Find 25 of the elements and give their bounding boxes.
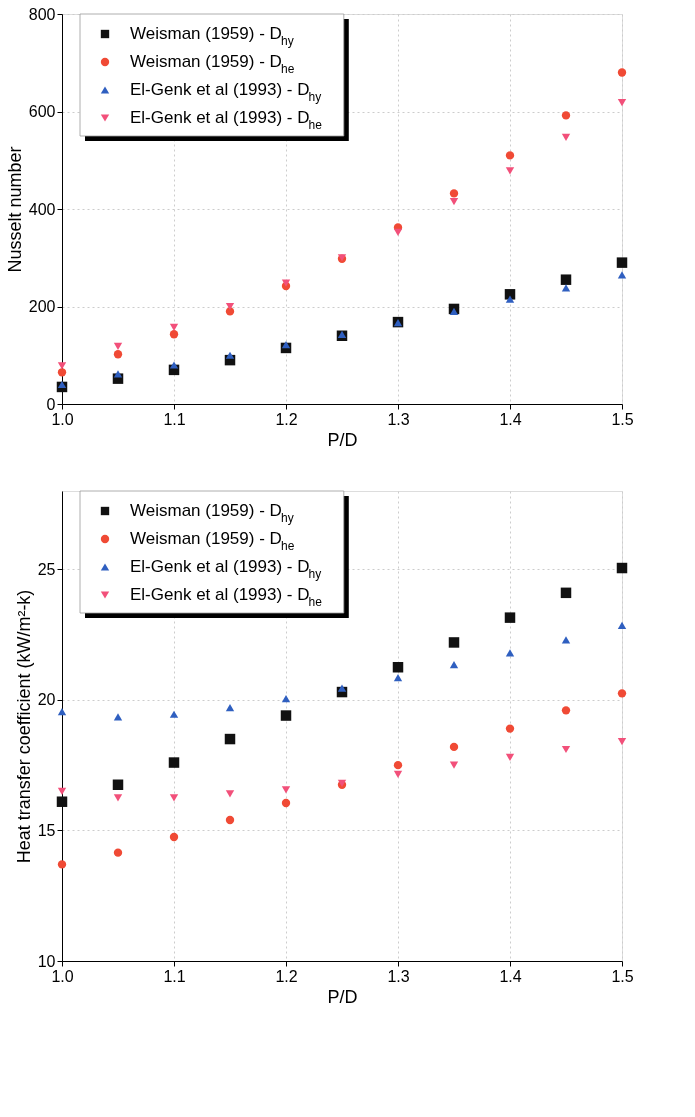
y-tick-label: 400 [28, 200, 56, 218]
y-tick-label: 800 [28, 5, 56, 23]
x-tick-label: 1.1 [163, 410, 186, 428]
y-tick-label: 20 [37, 691, 56, 709]
x-tick-label: 1.2 [275, 967, 298, 985]
x-tick-label: 1.2 [275, 410, 298, 428]
x-tick-label: 1.3 [387, 410, 410, 428]
y-tick-label: 25 [37, 560, 56, 578]
y-tick-label: 600 [28, 103, 56, 120]
y-axis-title: Heat transfer coefficient (kW/m²-k) [13, 589, 34, 864]
y-tick-label: 200 [28, 298, 56, 315]
x-tick-label: 1.0 [51, 967, 74, 985]
x-axis-title: P/D [327, 429, 358, 450]
x-tick-label: 1.1 [163, 967, 186, 985]
y-tick-label: 10 [37, 952, 56, 970]
y-tick-label: 15 [37, 821, 56, 839]
x-tick-label: 1.5 [611, 410, 634, 428]
x-tick-label: 1.5 [611, 967, 634, 985]
x-tick-label: 1.4 [499, 410, 522, 428]
x-tick-label: 1.0 [51, 410, 74, 428]
x-tick-label: 1.4 [499, 967, 522, 985]
y-axis-title: Nusselt number [4, 146, 25, 273]
x-tick-label: 1.3 [387, 967, 410, 985]
x-axis-title: P/D [327, 986, 358, 1007]
y-tick-label: 0 [46, 395, 56, 413]
